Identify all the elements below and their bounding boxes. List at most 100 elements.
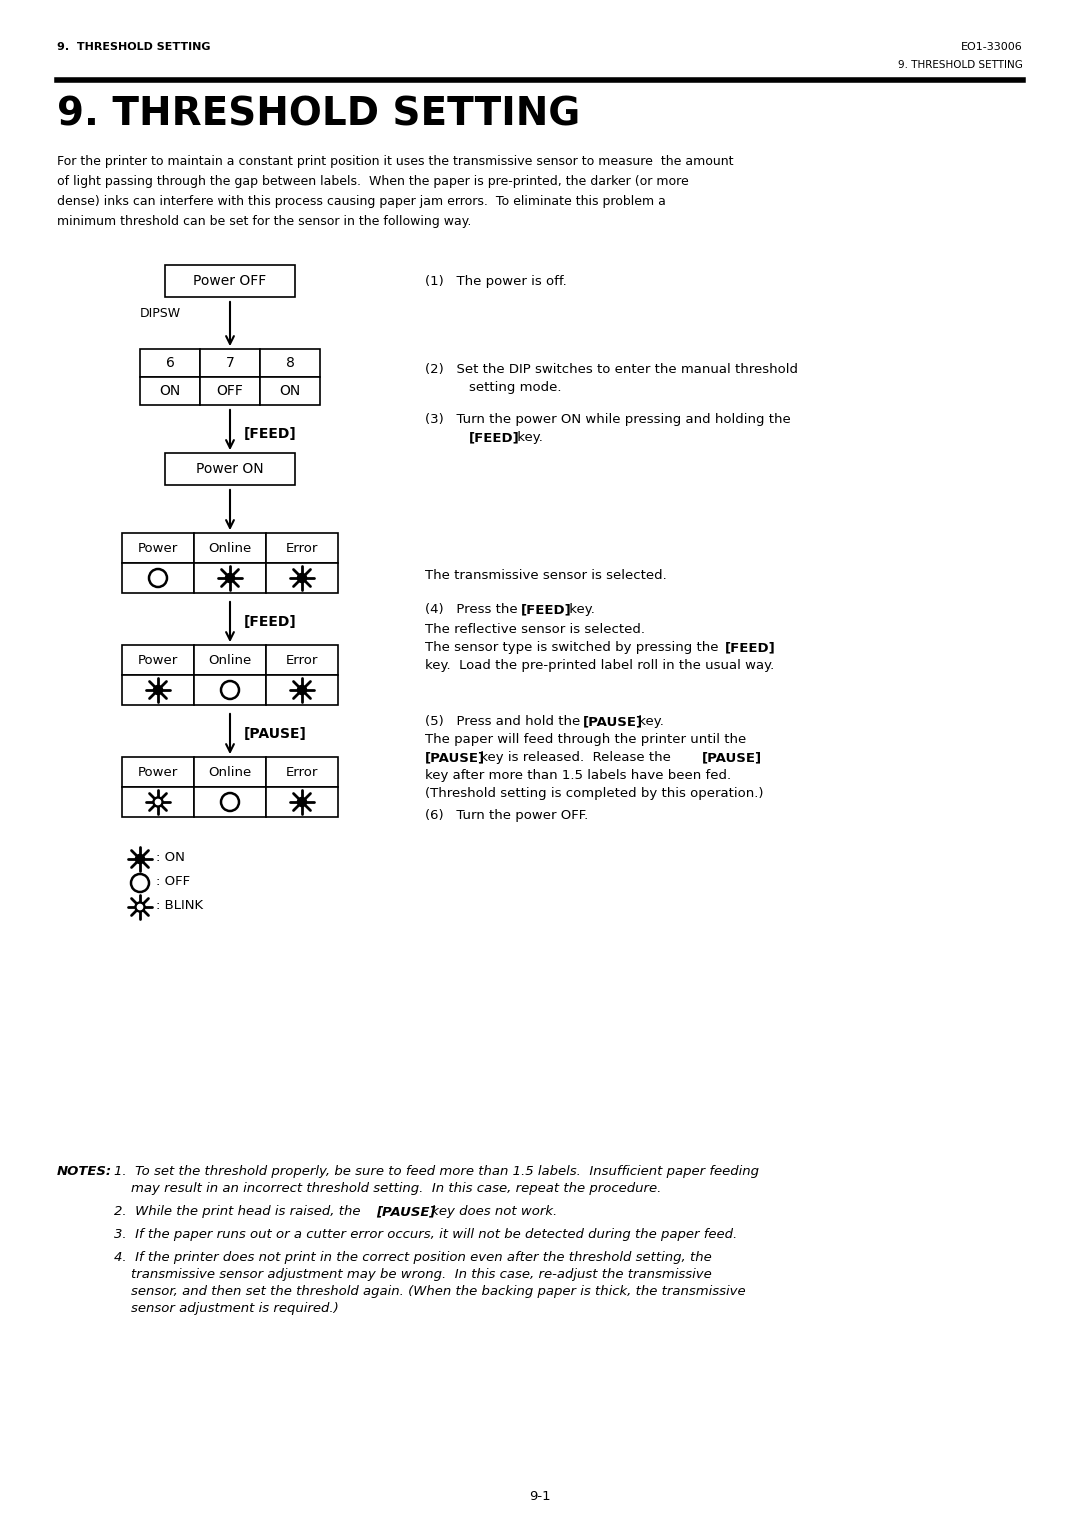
Circle shape [153, 685, 163, 694]
Text: 7: 7 [226, 355, 234, 371]
Text: : BLINK: : BLINK [156, 900, 203, 912]
Text: ON: ON [160, 384, 180, 398]
Text: of light passing through the gap between labels.  When the paper is pre-printed,: of light passing through the gap between… [57, 175, 689, 188]
Bar [194, 645, 266, 676]
Circle shape [297, 573, 307, 583]
Circle shape [226, 573, 234, 583]
Circle shape [297, 685, 307, 694]
Bar [122, 756, 194, 787]
Bar [266, 787, 338, 817]
Bar [122, 787, 194, 817]
Text: [FEED]: [FEED] [521, 602, 571, 616]
Bar [266, 563, 338, 593]
Text: (1)   The power is off.: (1) The power is off. [426, 274, 567, 288]
Text: key is released.  Release the: key is released. Release the [476, 750, 675, 764]
Text: key.: key. [513, 432, 543, 444]
Text: key.: key. [634, 715, 664, 727]
Text: OFF: OFF [217, 384, 243, 398]
Text: key after more than 1.5 labels have been fed.: key after more than 1.5 labels have been… [426, 769, 731, 782]
Text: [PAUSE]: [PAUSE] [583, 715, 643, 727]
Text: Power: Power [138, 541, 178, 555]
Circle shape [137, 904, 143, 909]
Text: may result in an incorrect threshold setting.  In this case, repeat the procedur: may result in an incorrect threshold set… [131, 1182, 661, 1196]
Text: Error: Error [286, 654, 319, 666]
Bar [200, 349, 260, 377]
Circle shape [297, 798, 307, 807]
Text: NOTES:: NOTES: [57, 1165, 112, 1177]
Bar [122, 645, 194, 676]
Text: setting mode.: setting mode. [469, 381, 562, 393]
Circle shape [135, 901, 145, 912]
Text: : ON: : ON [156, 851, 185, 865]
Text: minimum threshold can be set for the sensor in the following way.: minimum threshold can be set for the sen… [57, 215, 471, 229]
Text: Online: Online [208, 654, 252, 666]
Text: 4.  If the printer does not print in the correct position even after the thresho: 4. If the printer does not print in the … [114, 1250, 712, 1264]
Text: [PAUSE]: [PAUSE] [244, 727, 307, 741]
Bar [260, 377, 320, 406]
Bar [260, 349, 320, 377]
Bar [122, 676, 194, 705]
Text: Online: Online [208, 541, 252, 555]
Text: transmissive sensor adjustment may be wrong.  In this case, re-adjust the transm: transmissive sensor adjustment may be wr… [131, 1267, 712, 1281]
Text: [FEED]: [FEED] [244, 615, 297, 628]
Bar [194, 563, 266, 593]
Circle shape [153, 798, 163, 807]
Text: Power OFF: Power OFF [193, 274, 267, 288]
Text: [PAUSE]: [PAUSE] [426, 750, 485, 764]
Bar [140, 377, 200, 406]
Bar [266, 645, 338, 676]
Text: [FEED]: [FEED] [469, 432, 519, 444]
Text: 1.  To set the threshold properly, be sure to feed more than 1.5 labels.  Insuff: 1. To set the threshold properly, be sur… [114, 1165, 759, 1177]
Bar [200, 377, 260, 406]
Text: Power: Power [138, 654, 178, 666]
Text: The transmissive sensor is selected.: The transmissive sensor is selected. [426, 569, 666, 583]
Bar [165, 265, 295, 297]
Text: 9. THRESHOLD SETTING: 9. THRESHOLD SETTING [899, 59, 1023, 70]
Bar [266, 676, 338, 705]
Text: 3.  If the paper runs out or a cutter error occurs, it will not be detected duri: 3. If the paper runs out or a cutter err… [114, 1228, 738, 1241]
Text: key.  Load the pre-printed label roll in the usual way.: key. Load the pre-printed label roll in … [426, 659, 774, 673]
Text: (Threshold setting is completed by this operation.): (Threshold setting is completed by this … [426, 787, 764, 801]
Text: The sensor type is switched by pressing the: The sensor type is switched by pressing … [426, 640, 723, 654]
Text: 9.  THRESHOLD SETTING: 9. THRESHOLD SETTING [57, 43, 211, 52]
Text: EO1-33006: EO1-33006 [961, 43, 1023, 52]
Text: ON: ON [280, 384, 300, 398]
Text: Power: Power [138, 766, 178, 778]
Text: (3)   Turn the power ON while pressing and holding the: (3) Turn the power ON while pressing and… [426, 413, 791, 425]
Text: DIPSW: DIPSW [140, 307, 181, 320]
Bar [122, 534, 194, 563]
Text: Error: Error [286, 766, 319, 778]
Text: Power ON: Power ON [197, 462, 264, 476]
Circle shape [156, 799, 161, 805]
Text: 2.  While the print head is raised, the: 2. While the print head is raised, the [114, 1205, 365, 1218]
Text: [FEED]: [FEED] [725, 640, 775, 654]
Circle shape [135, 854, 145, 863]
Text: (4)   Press the: (4) Press the [426, 602, 522, 616]
Text: 9-1: 9-1 [529, 1490, 551, 1504]
Text: (2)   Set the DIP switches to enter the manual threshold: (2) Set the DIP switches to enter the ma… [426, 363, 798, 377]
Text: key does not work.: key does not work. [427, 1205, 557, 1218]
Text: Error: Error [286, 541, 319, 555]
Bar [266, 534, 338, 563]
Text: sensor, and then set the threshold again. (When the backing paper is thick, the : sensor, and then set the threshold again… [131, 1286, 745, 1298]
Text: The paper will feed through the printer until the: The paper will feed through the printer … [426, 734, 746, 746]
Text: dense) inks can interfere with this process causing paper jam errors.  To elimin: dense) inks can interfere with this proc… [57, 195, 666, 207]
Text: 8: 8 [285, 355, 295, 371]
Text: key.: key. [565, 602, 595, 616]
Bar [165, 453, 295, 485]
Text: (6)   Turn the power OFF.: (6) Turn the power OFF. [426, 808, 589, 822]
Bar [194, 756, 266, 787]
Bar [194, 676, 266, 705]
Text: 6: 6 [165, 355, 175, 371]
Text: 9. THRESHOLD SETTING: 9. THRESHOLD SETTING [57, 95, 580, 133]
Bar [194, 534, 266, 563]
Bar [122, 563, 194, 593]
Text: (5)   Press and hold the: (5) Press and hold the [426, 715, 584, 727]
Text: sensor adjustment is required.): sensor adjustment is required.) [131, 1302, 339, 1315]
Text: The reflective sensor is selected.: The reflective sensor is selected. [426, 624, 645, 636]
Text: [FEED]: [FEED] [244, 427, 297, 441]
Text: Online: Online [208, 766, 252, 778]
Text: For the printer to maintain a constant print position it uses the transmissive s: For the printer to maintain a constant p… [57, 156, 733, 168]
Bar [140, 349, 200, 377]
Text: : OFF: : OFF [156, 875, 190, 888]
